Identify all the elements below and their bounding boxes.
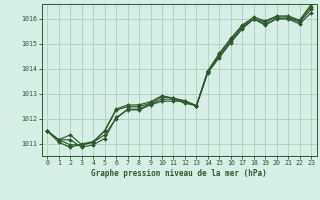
X-axis label: Graphe pression niveau de la mer (hPa): Graphe pression niveau de la mer (hPa): [91, 169, 267, 178]
